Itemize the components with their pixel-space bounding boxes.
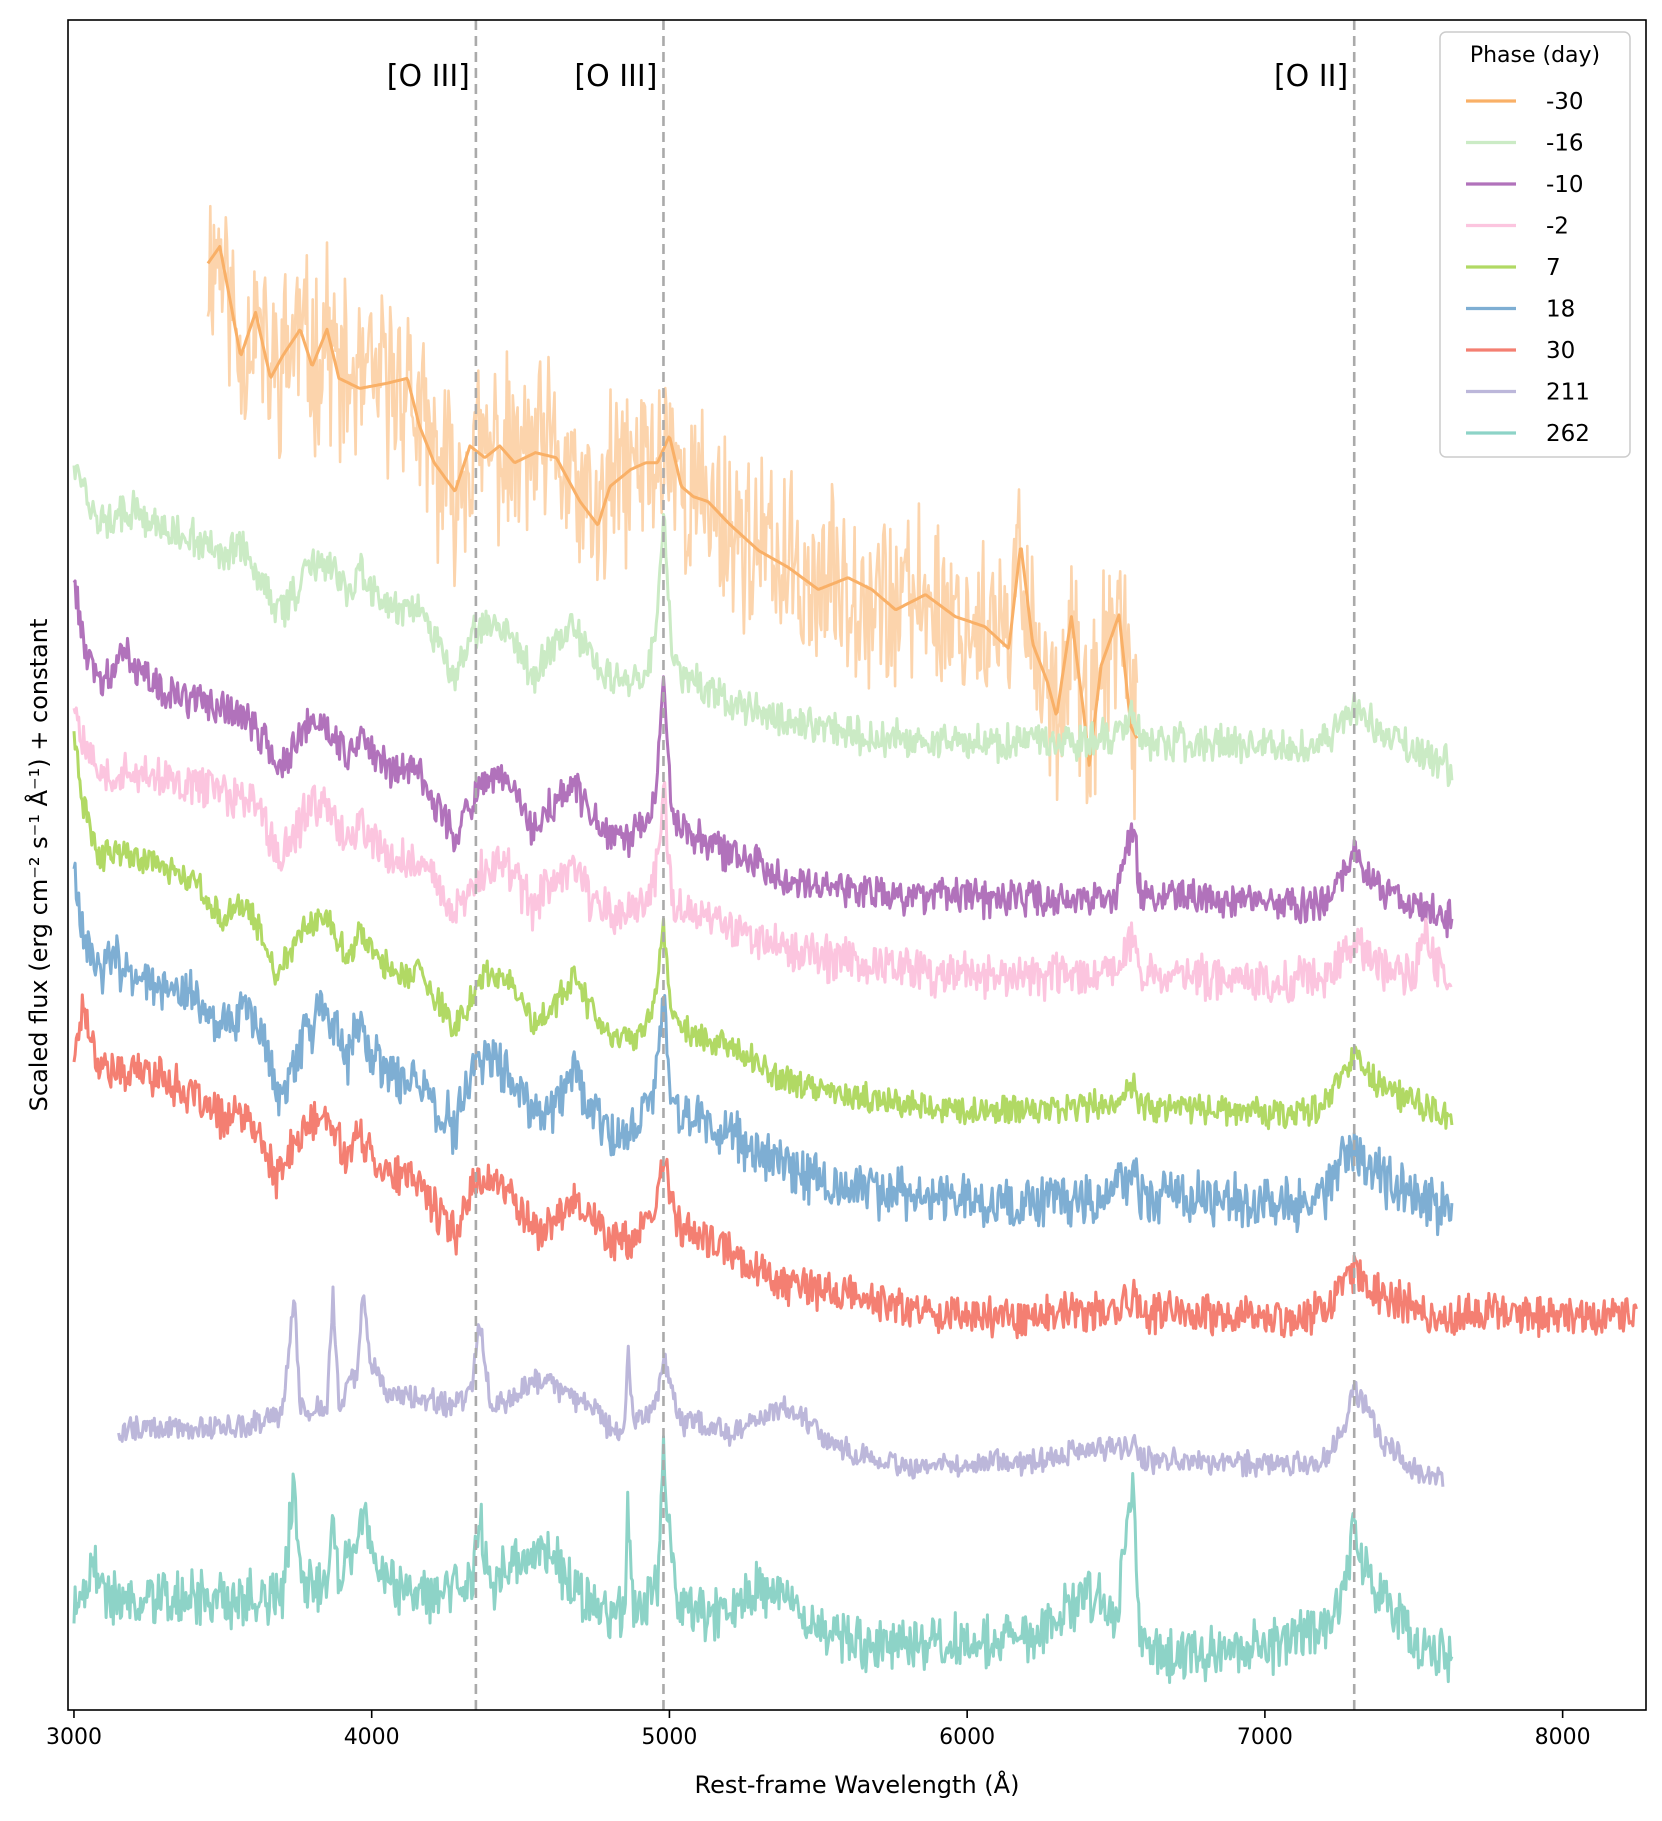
series-minus30-raw-line — [206, 204, 1139, 821]
legend-entry-minus10-label: -10 — [1546, 172, 1584, 198]
plot-frame — [67, 19, 1647, 1711]
x-tick-label-7000: 7000 — [1237, 1725, 1293, 1750]
series-30-line — [72, 993, 1638, 1340]
legend-title: Phase (day) — [1470, 43, 1600, 68]
legend-entry-30-label: 30 — [1546, 338, 1575, 364]
reference-line-label-0: [O III] — [387, 59, 470, 94]
reference-line-label-1: [O III] — [574, 59, 657, 94]
x-ticks: 3000 4000 5000 6000 7000 8000 — [46, 1710, 1591, 1750]
series-minus30-smoothed-line — [206, 245, 1139, 767]
series-minus16-line — [72, 463, 1454, 788]
legend-entry-7-label: 7 — [1546, 255, 1561, 281]
x-tick-label-4000: 4000 — [344, 1725, 400, 1750]
x-tick-label-3000: 3000 — [46, 1725, 102, 1750]
x-tick-label-8000: 8000 — [1535, 1725, 1591, 1750]
x-axis-label: Rest-frame Wavelength (Å) — [695, 1770, 1020, 1799]
series-7-line — [72, 731, 1454, 1131]
series-211-line — [117, 1285, 1445, 1487]
legend: Phase (day) -30 -16 -10 -2 7 18 30 211 262 — [1439, 31, 1631, 458]
legend-box — [1439, 31, 1631, 458]
legend-entry-262-label: 262 — [1546, 421, 1590, 447]
y-axis-label: Scaled flux (erg cm⁻² s⁻¹ Å⁻¹) + constan… — [24, 619, 53, 1112]
series-minus10-line — [72, 579, 1454, 939]
reference-line-label-2: [O II] — [1274, 59, 1348, 94]
legend-entry-minus16-label: -16 — [1546, 131, 1584, 157]
series-layer — [72, 204, 1638, 1684]
legend-entry-minus2-label: -2 — [1546, 214, 1569, 240]
series-18-line — [72, 861, 1454, 1237]
legend-entry-18-label: 18 — [1546, 297, 1575, 323]
x-tick-label-6000: 6000 — [939, 1725, 995, 1750]
series-minus2-line — [72, 706, 1453, 1004]
legend-entry-211-label: 211 — [1546, 380, 1590, 406]
reference-lines-layer: [O III] [O III] [O II] — [387, 20, 1356, 1710]
series-262-line — [72, 1435, 1454, 1684]
legend-entry-minus30-label: -30 — [1546, 89, 1584, 115]
x-tick-label-5000: 5000 — [641, 1725, 697, 1750]
